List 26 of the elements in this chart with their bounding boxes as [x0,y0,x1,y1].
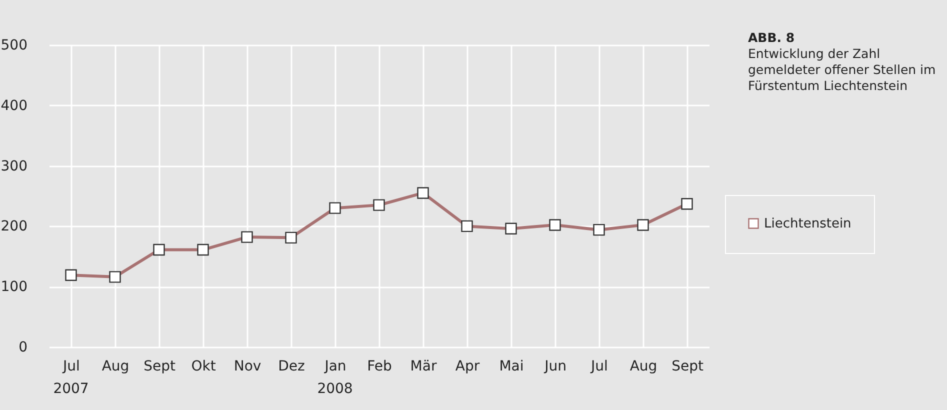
x-tick-label: Okt [191,358,216,374]
x-tick-label: Dez [278,358,305,374]
text: 2008 [317,381,353,397]
y-tick-label: 0 [18,340,28,356]
y-tick-label: 100 [0,279,28,296]
x-tick-label: Mai [499,358,524,374]
x-tick-label: Jan [324,358,346,374]
x-tick-label: Feb [367,358,392,374]
y-tick-label: 200 [0,218,28,235]
x-tick-label: Sept [672,358,704,374]
x-tick-label: Aug [630,358,658,374]
legend-label: Liechtenstein [764,216,852,232]
y-tick-label: 500 [0,38,28,54]
y-tick-label: 300 [0,158,28,174]
y-tick-label: 400 [0,98,28,114]
x-tick-label: Sept [144,358,176,374]
text: Entwicklung der Zahl gemeldeter offener Stellen im Fürstentum Liechtenstein [748,46,937,94]
x-tick-label: Aug [102,358,130,374]
text: ABB. 8 [748,30,796,46]
x-tick-label: Jul [62,358,80,374]
text: 2007 [53,381,89,397]
x-tick-label: Jul [590,358,608,374]
x-tick-label: Apr [455,358,480,374]
x-tick-label: Jun [544,358,566,374]
x-tick-label: Nov [234,358,262,374]
x-tick-label: Mär [410,358,437,374]
